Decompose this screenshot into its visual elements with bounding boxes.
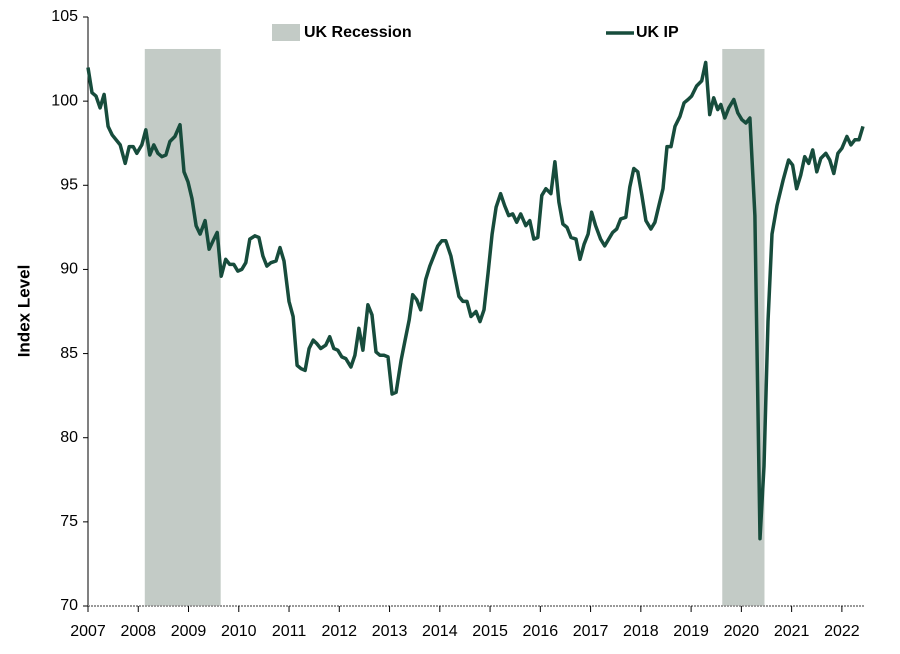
y-tick-label: 70 bbox=[60, 597, 78, 614]
x-tick-label: 2020 bbox=[724, 623, 760, 640]
x-tick-label: 2012 bbox=[321, 623, 357, 640]
x-tick-label: 2011 bbox=[272, 623, 307, 640]
x-tick-label: 2013 bbox=[372, 623, 408, 640]
x-tick-label: 2007 bbox=[70, 623, 106, 640]
x-tick-label: 2016 bbox=[523, 623, 559, 640]
recession-band bbox=[144, 48, 221, 606]
y-tick-label: 105 bbox=[51, 8, 78, 25]
y-tick-label: 100 bbox=[51, 92, 78, 109]
y-tick-label: 75 bbox=[60, 513, 78, 530]
legend-label: UK Recession bbox=[304, 24, 412, 41]
x-tick-label: 2009 bbox=[171, 623, 207, 640]
x-tick-label: 2008 bbox=[120, 623, 156, 640]
y-tick-label: 90 bbox=[60, 261, 78, 278]
y-tick-label: 80 bbox=[60, 429, 78, 446]
x-tick-label: 2010 bbox=[221, 623, 257, 640]
x-tick-label: 2018 bbox=[623, 623, 659, 640]
legend-swatch bbox=[272, 24, 300, 41]
y-tick-label: 95 bbox=[60, 177, 78, 194]
y-tick-label: 85 bbox=[60, 345, 78, 362]
x-tick-label: 2019 bbox=[673, 623, 709, 640]
x-tick-label: 2015 bbox=[472, 623, 508, 640]
x-tick-label: 2014 bbox=[422, 623, 458, 640]
y-axis-label: Index Level bbox=[14, 265, 33, 358]
legend-label: UK IP bbox=[636, 24, 679, 41]
x-tick-label: 2017 bbox=[573, 623, 609, 640]
x-tick-label: 2021 bbox=[774, 623, 810, 640]
data-line bbox=[86, 60, 865, 541]
x-tick-label: 2022 bbox=[824, 623, 860, 640]
